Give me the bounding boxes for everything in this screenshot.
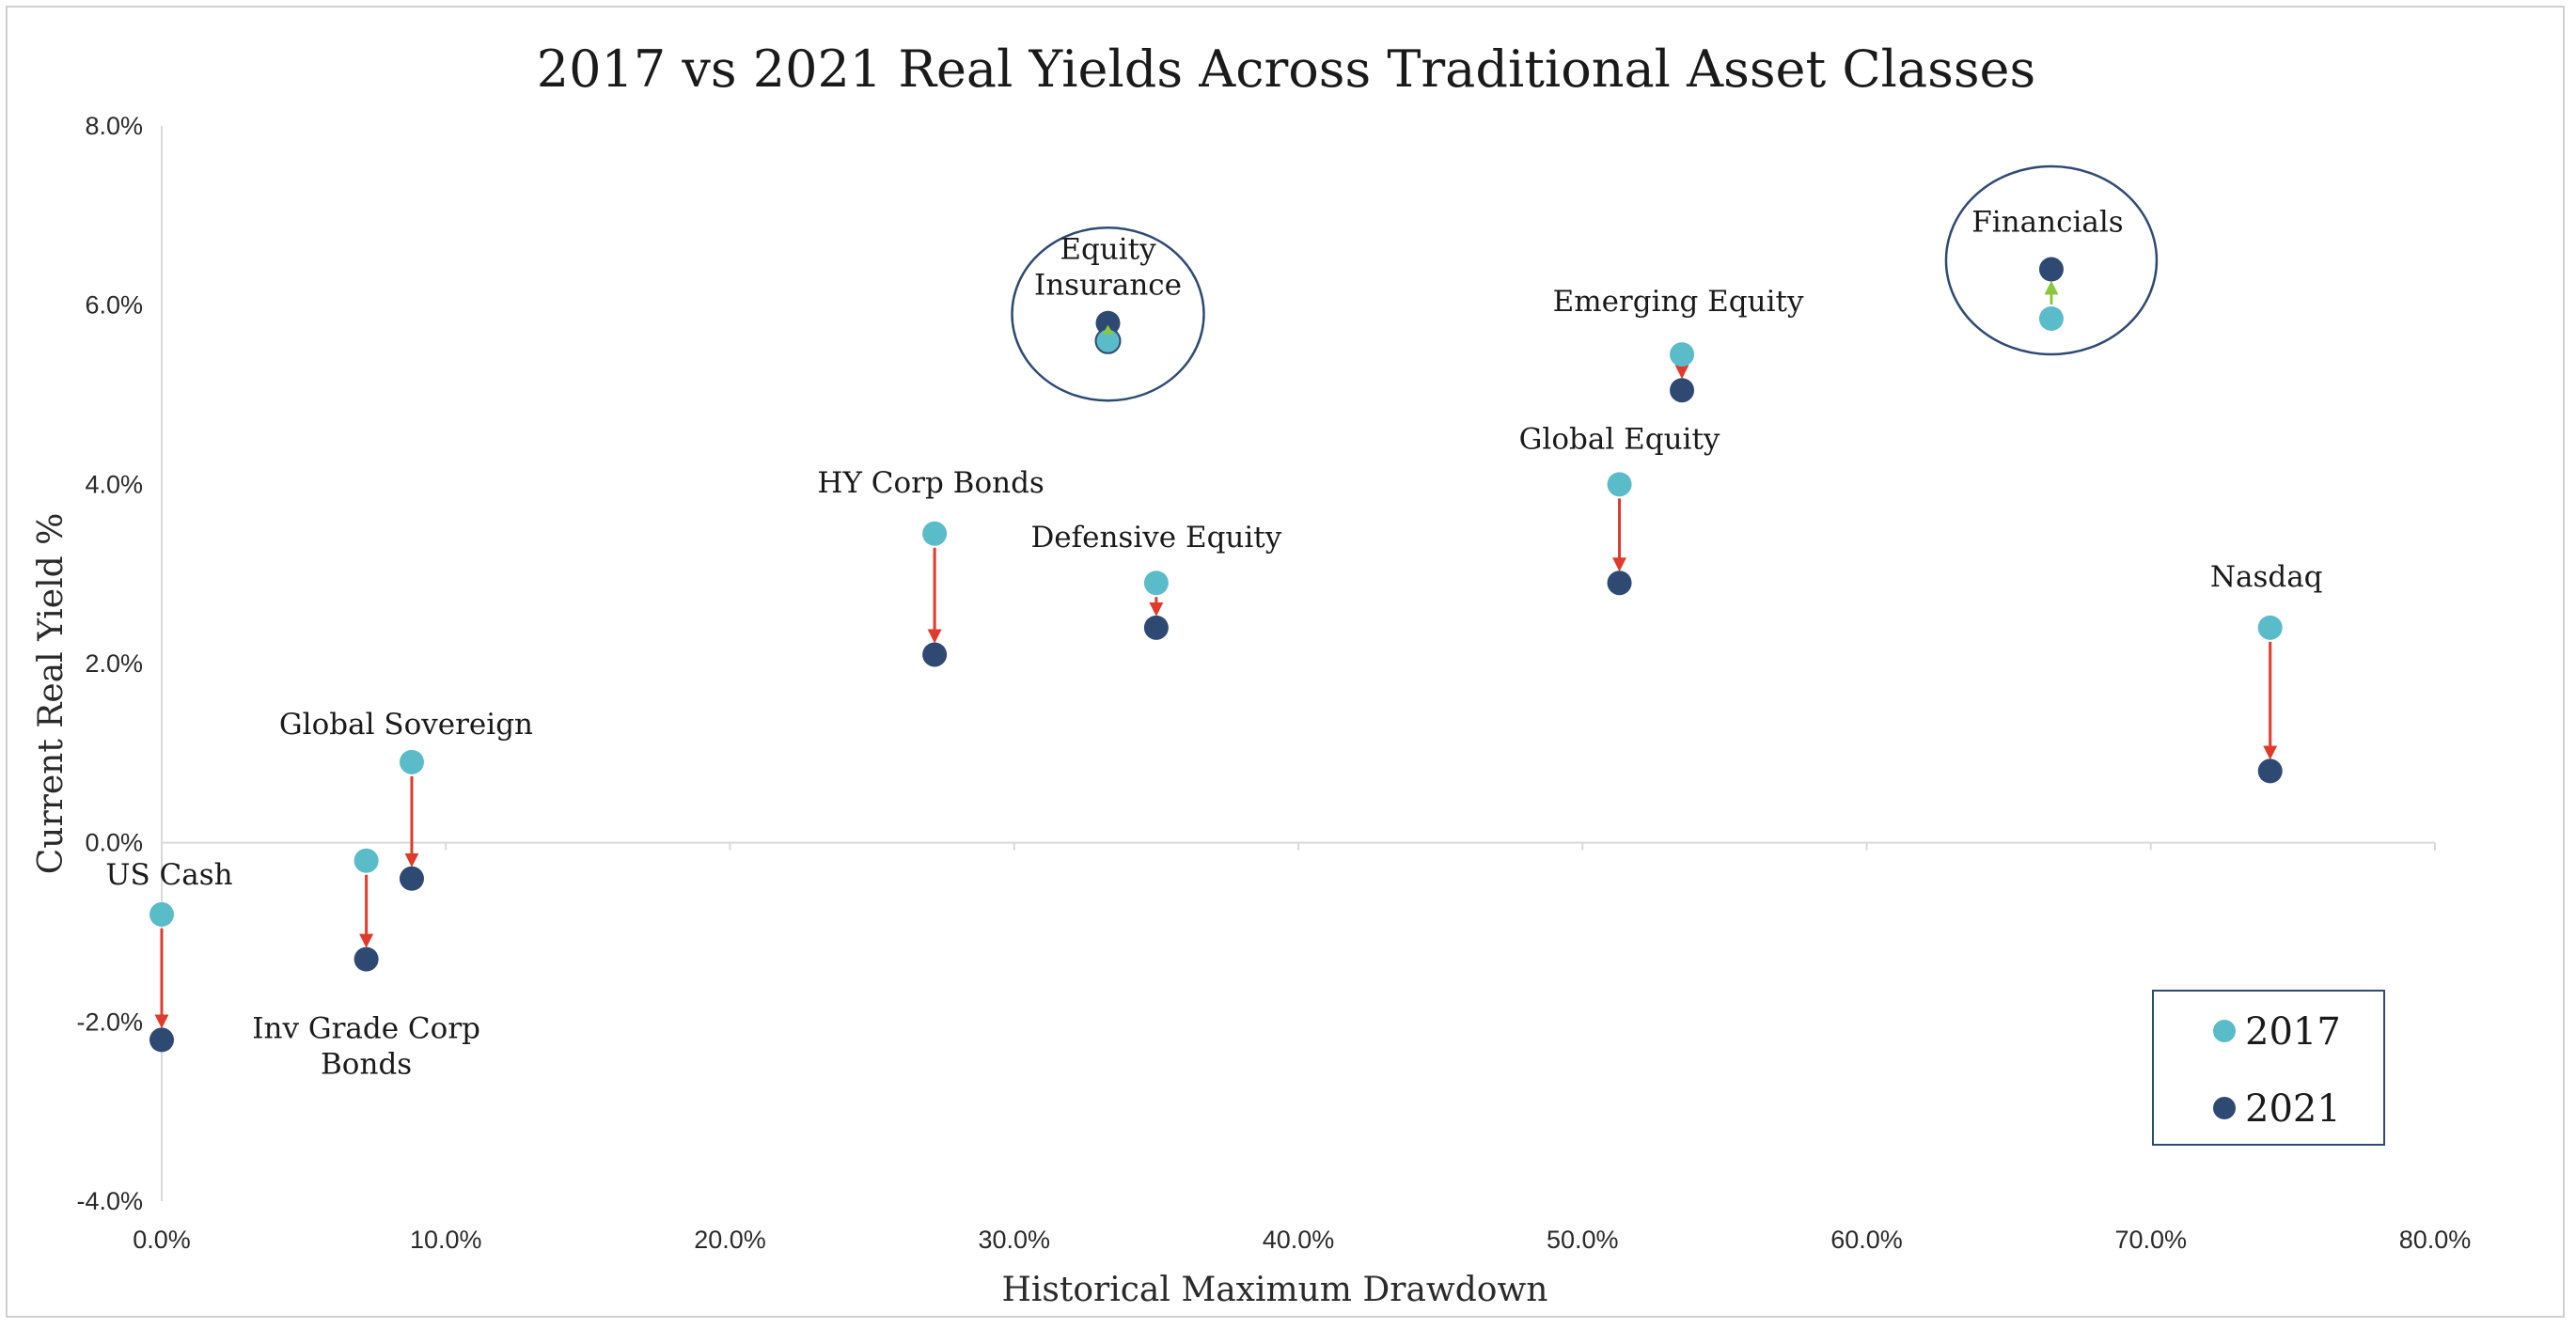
arrow-layer [154, 280, 2278, 1029]
y-tick-label: 6.0% [85, 291, 143, 320]
legend-label-2021: 2021 [2245, 1087, 2341, 1131]
point-2017-global-equity [1607, 472, 1632, 497]
point-label-line: Global Sovereign [279, 708, 533, 742]
point-2017-nasdaq [2257, 615, 2283, 640]
point-label-line: HY Corp Bonds [817, 466, 1044, 500]
legend: 2017 2021 [2152, 990, 2385, 1146]
point-2021-hy-corp-bonds [922, 642, 948, 667]
chart-title: 2017 vs 2021 Real Yields Across Traditio… [537, 39, 2035, 99]
point-2017-financials [2038, 305, 2064, 331]
legend-box [2152, 990, 2385, 1146]
point-2021-emerging-equity [1670, 378, 1695, 403]
point-label-us-cash: US Cash [105, 858, 232, 892]
x-tick-label: 40.0% [1263, 1226, 1335, 1254]
point-2021-global-sovereign [399, 866, 424, 891]
highlight-circle-financials [1944, 164, 2159, 356]
point-2017-hy-corp-bonds [922, 521, 948, 546]
point-label-line: Financials [1971, 206, 2123, 240]
x-tick-label: 60.0% [1830, 1226, 1903, 1254]
point-2017-inv-grade-corp-bonds [353, 848, 379, 873]
y-tick-label: -4.0% [76, 1187, 143, 1215]
y-tick-label: 8.0% [85, 112, 143, 140]
point-label-nasdaq: Nasdaq [2210, 560, 2323, 594]
y-tick-label: 0.0% [85, 829, 143, 857]
point-2017-global-sovereign [399, 749, 424, 774]
legend-marker-2017 [2213, 1020, 2236, 1042]
point-label-line: Emerging Equity [1553, 285, 1804, 319]
x-tick-label: 10.0% [410, 1226, 482, 1254]
highlight-circle-equity-insurance [1011, 226, 1205, 402]
point-2021-financials [2038, 257, 2064, 282]
annotation-layer [1011, 164, 2159, 402]
point-2021-nasdaq [2257, 758, 2283, 784]
x-tick-label: 50.0% [1547, 1226, 1619, 1254]
point-2021-inv-grade-corp-bonds [353, 946, 379, 972]
y-tick-label: 4.0% [85, 470, 143, 498]
point-label-line: Bonds [321, 1048, 412, 1082]
point-label-line: Equity [1060, 233, 1156, 267]
point-2021-us-cash [149, 1027, 174, 1053]
x-tick-label: 0.0% [133, 1226, 191, 1254]
x-tick-label: 80.0% [2399, 1226, 2472, 1254]
point-label-line: Global Equity [1519, 422, 1720, 456]
point-label-global-equity: Global Equity [1519, 422, 1720, 456]
point-label-emerging-equity: Emerging Equity [1553, 285, 1804, 319]
y-tick-label: -2.0% [76, 1008, 143, 1036]
point-2021-defensive-equity [1143, 615, 1169, 640]
chart-frame: 2017 vs 2021 Real Yields Across Traditio… [6, 6, 2565, 1318]
legend-label-2017: 2017 [2245, 1010, 2341, 1054]
legend-marker-2021 [2213, 1097, 2236, 1119]
change-arrow-head-equity-insurance [1102, 324, 1114, 335]
point-label-line: Nasdaq [2210, 560, 2323, 594]
point-label-defensive-equity: Defensive Equity [1030, 521, 1281, 555]
scatter-chart: 2017 vs 2021 Real Yields Across Traditio… [32, 39, 2471, 1309]
point-label-line: Insurance [1034, 269, 1182, 303]
point-label-line: Inv Grade Corp [252, 1012, 480, 1046]
x-tick-label: 70.0% [2114, 1226, 2187, 1254]
point-label-inv-grade-corp-bonds: Inv Grade Corp Bonds [252, 1012, 480, 1082]
point-2017-defensive-equity [1143, 570, 1169, 596]
point-label-hy-corp-bonds: HY Corp Bonds [817, 466, 1044, 500]
point-2017-us-cash [149, 901, 174, 927]
point-2017-emerging-equity [1670, 342, 1695, 367]
point-label-financials: Financials [1971, 206, 2123, 240]
point-label-equity-insurance: Equity Insurance [1034, 233, 1182, 303]
x-tick-label: 30.0% [978, 1226, 1050, 1254]
point-label-line: Defensive Equity [1030, 521, 1281, 555]
y-tick-label: 2.0% [85, 649, 143, 678]
point-layer [149, 257, 2283, 1053]
label-layer: US Cash Inv Grade Corp Bonds Global Soverei… [105, 206, 2322, 1082]
x-tick-label: 20.0% [694, 1226, 766, 1254]
point-2021-global-equity [1607, 570, 1632, 596]
point-label-global-sovereign: Global Sovereign [279, 708, 533, 742]
point-2021-equity-insurance [1095, 310, 1121, 336]
point-label-line: US Cash [105, 858, 232, 892]
axes-layer: -4.0% -2.0% 0.0% 2.0% 4.0% 6.0% 8.0% 0.0% 10.0% 2… [76, 112, 2471, 1254]
x-axis-title: Historical Maximum Drawdown [1002, 1271, 1548, 1309]
y-axis-title: Current Real Yield % [32, 513, 71, 875]
